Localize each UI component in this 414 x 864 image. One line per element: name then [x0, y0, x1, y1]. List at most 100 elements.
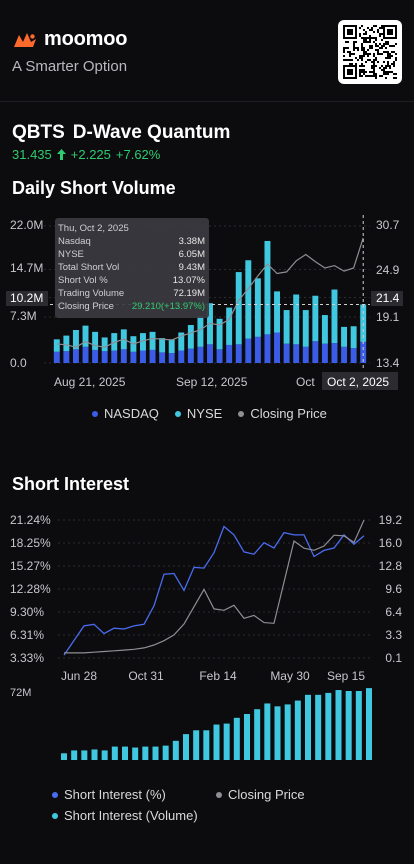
- short-interest-chart[interactable]: 21.24%18.25%15.27%12.28%9.30%6.31%3.33% …: [0, 508, 414, 778]
- nasdaq-bar: [245, 338, 252, 363]
- nyse-bar: [149, 331, 156, 350]
- stock-change-pct: +7.62%: [115, 147, 161, 162]
- nasdaq-bar: [197, 346, 204, 363]
- y-axis-tick-right: 6.4: [385, 605, 402, 619]
- y-axis-highlight: [371, 291, 403, 306]
- x-axis-highlight: [322, 372, 398, 390]
- x-axis-tick: May 30: [270, 669, 310, 683]
- nasdaq-bar: [350, 348, 357, 363]
- legend-closing-price: Closing Price: [250, 406, 327, 421]
- nasdaq-bar: [53, 351, 60, 363]
- short-interest-volume-bar: [335, 690, 342, 760]
- stock-title: QBTS D-Wave Quantum: [12, 122, 230, 144]
- short-interest-volume-bar: [203, 730, 210, 760]
- short-interest-volume-bar: [111, 746, 118, 760]
- y-axis-tick-left: 10.2M: [10, 291, 43, 305]
- nasdaq-bar: [331, 343, 338, 363]
- x-axis-tick-selected: Oct 2, 2025: [327, 375, 389, 389]
- y-axis-tick-right: 9.6: [385, 582, 402, 596]
- stock-price: 31.435: [12, 147, 52, 162]
- short-interest-volume-bar: [366, 688, 372, 760]
- nasdaq-bar: [120, 349, 127, 363]
- short-interest-volume-bar: [142, 746, 149, 760]
- qr-code-icon[interactable]: [338, 20, 402, 84]
- short-interest-volume-bar: [325, 692, 332, 760]
- nasdaq-bar: [72, 349, 79, 363]
- short-interest-volume-bar: [223, 723, 230, 760]
- nyse-bar: [53, 339, 60, 352]
- tooltip-row: Trading Volume 72.19M: [58, 288, 205, 299]
- y-axis-tick-right: 21.4: [376, 291, 400, 305]
- nyse-bar: [321, 315, 328, 344]
- nyse-bar: [101, 337, 108, 352]
- legend-nasdaq: NASDAQ: [104, 406, 159, 421]
- nasdaq-bar: [207, 344, 213, 363]
- nasdaq-bar: [168, 353, 175, 363]
- x-axis-tick: Feb 14: [199, 669, 237, 683]
- short-interest-volume-bar: [71, 750, 78, 760]
- short-interest-volume-bar: [172, 740, 179, 760]
- short-interest-volume-bar: [233, 717, 240, 760]
- y-axis-tick-left: 9.30%: [10, 605, 44, 619]
- nyse-bar: [312, 295, 319, 342]
- nyse-bar: [178, 332, 185, 351]
- nasdaq-bar: [274, 332, 280, 363]
- nyse-bar: [140, 333, 146, 351]
- y-axis-tick-right: 0.1: [385, 651, 402, 665]
- legend-si-vol-dot: [52, 812, 58, 819]
- stock-name: D-Wave Quantum: [72, 122, 231, 143]
- short-interest-volume-bar: [152, 746, 159, 760]
- legend-si-pct-dot: [52, 791, 58, 798]
- stock-quote: 31.435 +2.225 +7.62%: [12, 147, 160, 162]
- short-interest-volume-bar: [101, 750, 108, 760]
- nyse-bar: [293, 294, 300, 345]
- short-interest-volume-bar: [162, 745, 169, 760]
- legend-nyse-dot: [174, 410, 181, 417]
- closing-price-line: [64, 519, 365, 654]
- nyse-bar: [187, 325, 194, 349]
- daily-tooltip: Thu, Oct 2, 2025 Nasdaq 3.38M NYSE 6.05M T…: [55, 218, 209, 318]
- y-axis-tick-right: 3.3: [385, 628, 402, 642]
- nyse-bar: [92, 331, 99, 350]
- nasdaq-bar: [130, 351, 137, 363]
- daily-short-volume-chart[interactable]: 22.0M 14.7M 10.2M 7.3M 0.0 30.7 24.9 21.4 19.1 1…: [0, 210, 414, 395]
- short-interest-title: Short Interest: [12, 474, 130, 494]
- x-axis-tick: Oct: [296, 375, 315, 389]
- nyse-bar: [63, 335, 70, 352]
- short-interest-volume-bar: [132, 747, 139, 760]
- y-axis-highlight: [6, 291, 48, 306]
- nyse-bar: [331, 289, 338, 344]
- nyse-bar: [197, 316, 204, 347]
- tooltip-row: NYSE 6.05M: [58, 249, 205, 260]
- nasdaq-bar: [216, 349, 223, 363]
- nasdaq-bar: [187, 348, 194, 363]
- nyse-bar: [254, 278, 261, 337]
- tooltip-date: Thu, Oct 2, 2025: [58, 223, 129, 234]
- legend-si-vol: Short Interest (Volume): [64, 808, 198, 823]
- nasdaq-bar: [283, 343, 290, 363]
- legend-si-price-dot: [216, 791, 222, 798]
- short-interest-volume-bar: [305, 694, 311, 760]
- short-interest-volume-bar: [81, 750, 88, 760]
- short-interest-volume-bar: [193, 730, 200, 760]
- legend-price-dot: [238, 410, 245, 417]
- closing-price-line: [56, 237, 364, 348]
- legend-nasdaq-dot: [92, 410, 98, 417]
- short-interest-volume-bar: [345, 691, 352, 760]
- nasdaq-bar: [159, 352, 166, 363]
- short-interest-volume-bar: [91, 749, 98, 760]
- x-axis-tick: Oct 31: [128, 669, 164, 683]
- nasdaq-bar: [264, 334, 271, 363]
- nasdaq-bar: [360, 341, 367, 363]
- si-legend-pct: Short Interest (%): [52, 787, 166, 802]
- nyse-bar: [274, 291, 280, 333]
- stock-symbol: QBTS: [12, 122, 65, 143]
- y-axis-tick-right: 16.0: [379, 536, 403, 550]
- nasdaq-bar: [293, 344, 300, 363]
- tooltip-row: Total Short Vol 9.43M: [58, 262, 205, 273]
- x-axis-tick: Sep 15: [327, 669, 365, 683]
- y-axis-tick-left: 14.7M: [10, 261, 43, 275]
- stock-change: +2.225: [70, 147, 111, 162]
- nyse-bar: [216, 318, 223, 350]
- si-legend-price: Closing Price: [216, 787, 305, 802]
